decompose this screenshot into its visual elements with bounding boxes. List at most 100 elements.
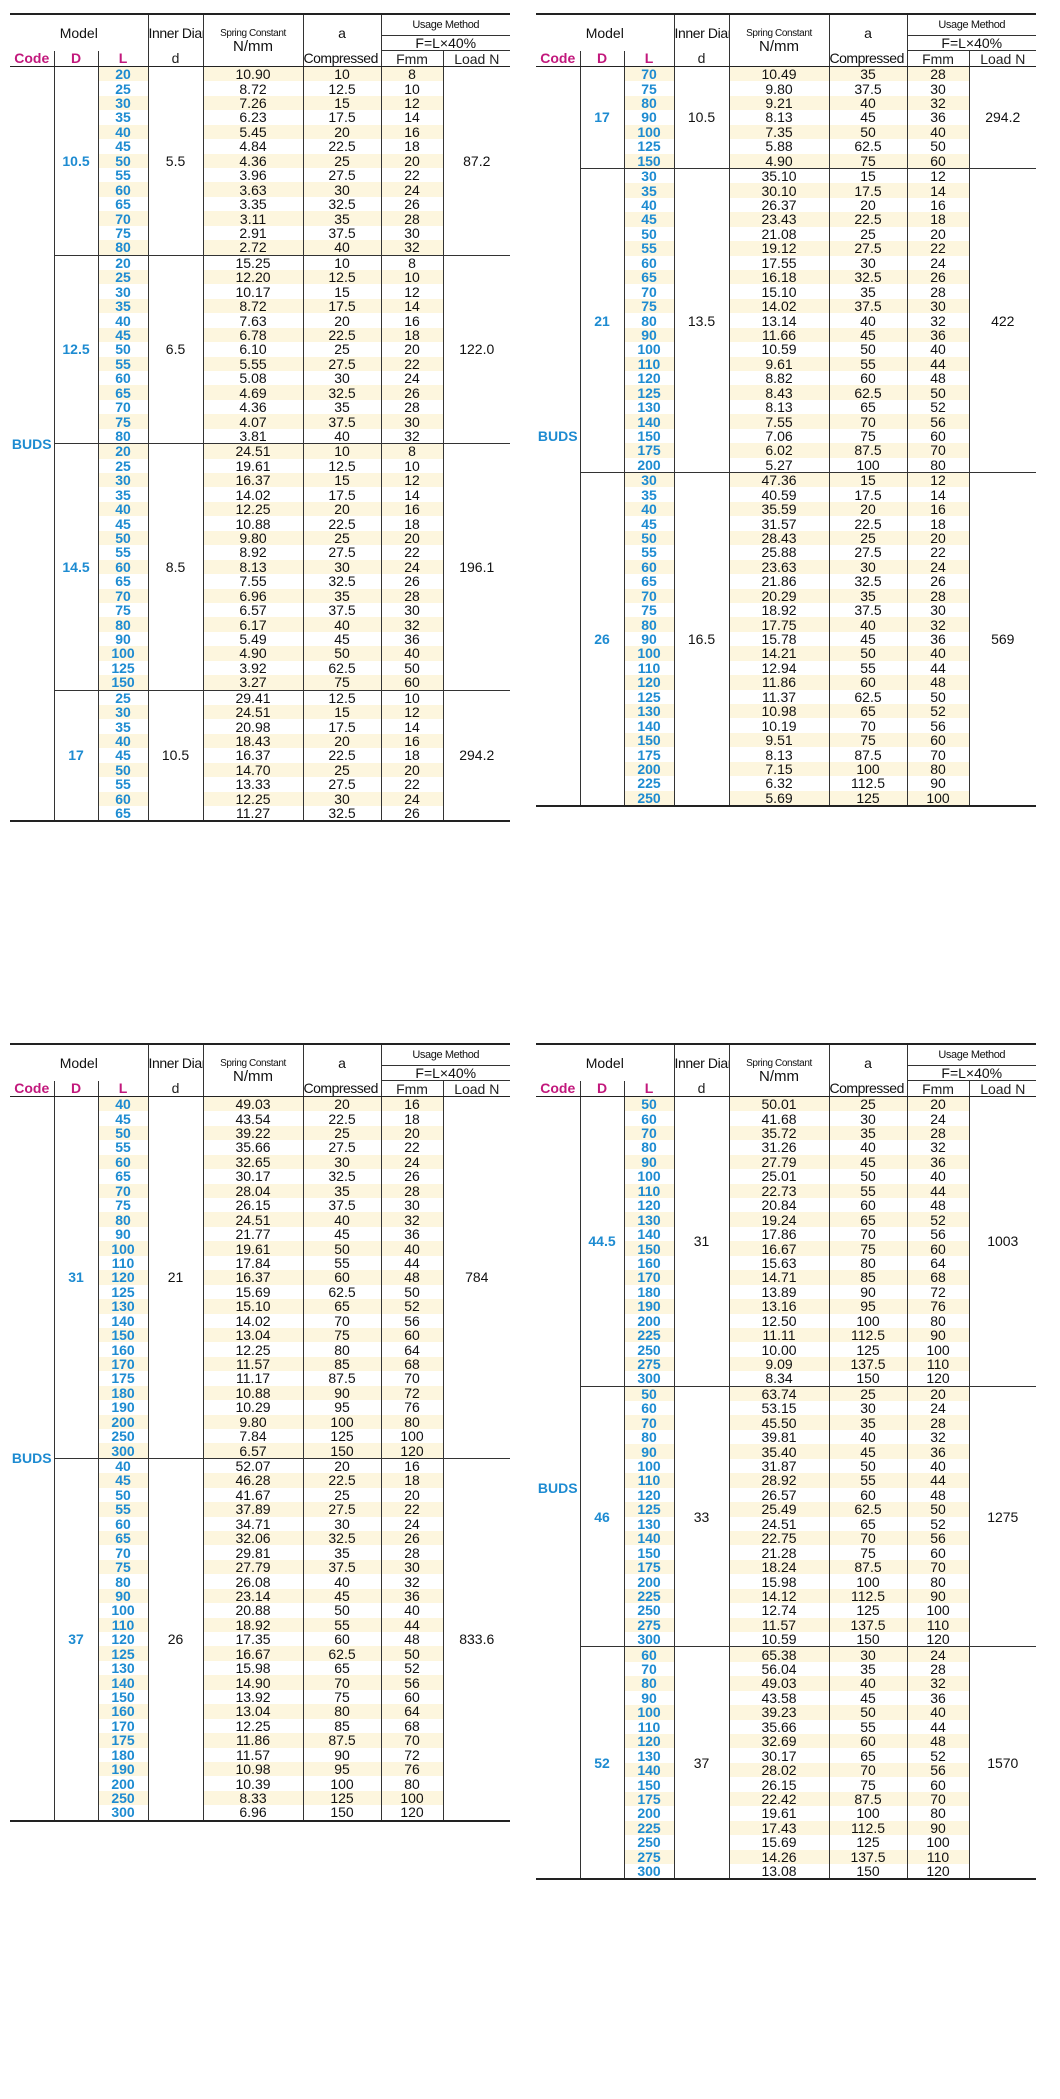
table-row: 100 7.35 50 40 (536, 124, 1036, 140)
compressed-length-cell: 65 (828, 1748, 908, 1763)
compressed-length-cell: 100 (828, 1313, 908, 1328)
fmm-cell: 26 (380, 1530, 444, 1546)
length-cell: 225 (623, 1327, 675, 1343)
spring-constant-cell: 8.72 (202, 298, 304, 314)
length-cell: 170 (97, 1718, 149, 1734)
spring-constant-cell: 14.02 (202, 1313, 304, 1328)
compressed-length-cell: 20 (828, 197, 908, 213)
header-model: Model (536, 1043, 675, 1081)
fmm-cell: 40 (380, 1603, 444, 1618)
header-D: D (579, 1080, 624, 1097)
fmm-cell: 14 (380, 110, 444, 125)
spring-constant-cell: 10.88 (202, 516, 304, 531)
spring-constant-cell: 41.68 (728, 1111, 830, 1126)
compressed-length-cell: 27.5 (302, 1502, 382, 1517)
compressed-length-cell: 17.5 (828, 487, 908, 502)
length-cell: 110 (97, 1255, 149, 1271)
spring-constant-cell: 17.84 (202, 1255, 304, 1271)
fmm-cell: 16 (380, 124, 444, 140)
spring-constant-cell: 6.10 (202, 342, 304, 357)
compressed-length-cell: 75 (302, 1327, 382, 1343)
table-row: 45 46.28 22.5 18 (10, 1473, 510, 1488)
length-cell: 225 (623, 1588, 675, 1604)
fmm-cell: 52 (906, 1516, 970, 1531)
spring-constant-cell: 25.88 (728, 545, 830, 560)
compressed-length-cell: 95 (302, 1400, 382, 1415)
table-row: BUDS 31 40 21 49.03 20 16 784 (10, 1096, 511, 1822)
compressed-length-cell: 25 (302, 1125, 382, 1141)
spring-constant-label: Spring Constant (746, 1057, 812, 1069)
length-cell: 130 (623, 399, 675, 415)
compressed-length-cell: 27.5 (828, 545, 908, 560)
table-row: 46 50 33 63.74 25 20 1275 (536, 1386, 1037, 1648)
length-cell: 80 (623, 1140, 675, 1155)
table-row: 60 53.15 30 24 (536, 1401, 1036, 1416)
fmm-cell: 30 (380, 602, 444, 618)
length-cell: 30 (97, 704, 149, 720)
compressed-length-cell: 150 (302, 1805, 382, 1822)
length-cell: 50 (623, 1096, 675, 1112)
fmm-cell: 32 (906, 1140, 970, 1155)
compressed-length-cell: 17.5 (302, 110, 382, 125)
table-row: 70 15.10 35 28 (536, 284, 1036, 299)
table-row: 200 7.15 100 80 (536, 761, 1036, 777)
table-row: 90 8.13 45 36 (536, 110, 1036, 125)
fmm-cell: 44 (906, 1719, 970, 1735)
length-cell: 50 (97, 1487, 149, 1503)
fmm-cell: 70 (906, 747, 970, 762)
fmm-cell: 24 (906, 1646, 970, 1662)
spring-constant-cell: 8.33 (202, 1790, 304, 1806)
table-row: 100 39.23 50 40 (536, 1705, 1036, 1720)
fmm-cell: 100 (380, 1429, 444, 1444)
length-cell: 125 (623, 1502, 675, 1517)
compressed-length-cell: 45 (828, 1690, 908, 1706)
header-a: a (828, 1043, 908, 1081)
spring-constant-cell: 47.36 (728, 472, 830, 488)
table-row: 50 21.08 25 20 (536, 226, 1036, 242)
spring-constant-cell: 31.57 (728, 516, 830, 531)
spring-constant-cell: 14.71 (728, 1270, 830, 1285)
fmm-cell: 20 (380, 762, 444, 778)
fmm-cell: 10 (380, 81, 444, 96)
table-row: 140 10.19 70 56 (536, 718, 1036, 733)
table-row: 140 7.55 70 56 (536, 414, 1036, 429)
fmm-cell: 60 (380, 1327, 444, 1343)
spring-constant-cell: 6.17 (202, 617, 304, 632)
table-row: 65 4.69 32.5 26 (10, 385, 510, 400)
spring-constant-cell: 3.96 (202, 168, 304, 183)
table-row: 65 30.17 32.5 26 (10, 1169, 510, 1184)
spring-constant-cell: 15.69 (728, 1835, 830, 1850)
table-row: 175 18.24 87.5 70 (536, 1559, 1036, 1575)
compressed-length-cell: 35 (828, 588, 908, 603)
table-row: 90 21.77 45 36 (10, 1226, 510, 1242)
spring-constant-cell: 31.87 (728, 1458, 830, 1474)
length-cell: 125 (97, 660, 149, 676)
length-cell: 250 (97, 1790, 149, 1806)
fmm-cell: 100 (380, 1790, 444, 1806)
fmm-cell: 22 (380, 545, 444, 560)
table-row: 140 28.02 70 56 (536, 1762, 1036, 1778)
table-row: 120 8.82 60 48 (536, 371, 1036, 386)
spring-constant-cell: 12.94 (728, 660, 830, 676)
fmm-cell: 44 (906, 1183, 970, 1199)
table-row: 14.5 20 8.5 24.51 10 8 196.1 (10, 443, 511, 691)
length-cell: 70 (623, 1125, 675, 1141)
fmm-cell: 28 (380, 1545, 444, 1560)
length-cell: 65 (97, 1169, 149, 1184)
length-cell: 90 (623, 1690, 675, 1706)
fmm-cell: 26 (906, 269, 970, 285)
fmm-cell: 18 (380, 1111, 444, 1126)
header-inner-diameter: Inner Diameter (673, 13, 730, 51)
table-row: 150 3.27 75 60 (10, 675, 510, 691)
length-cell: 200 (623, 1313, 675, 1328)
spring-constant-cell: 6.57 (202, 1443, 304, 1459)
length-cell: 190 (97, 1761, 149, 1777)
compressed-length-cell: 22.5 (828, 212, 908, 227)
spring-constant-cell: 10.98 (728, 704, 830, 719)
fmm-cell: 26 (380, 385, 444, 400)
spring-constant-cell: 18.92 (728, 602, 830, 618)
table-row: 25 8.72 12.5 10 (10, 81, 510, 96)
length-cell: 55 (97, 356, 149, 372)
spring-constant-cell: 8.82 (728, 371, 830, 386)
compressed-length-cell: 20 (302, 124, 382, 140)
